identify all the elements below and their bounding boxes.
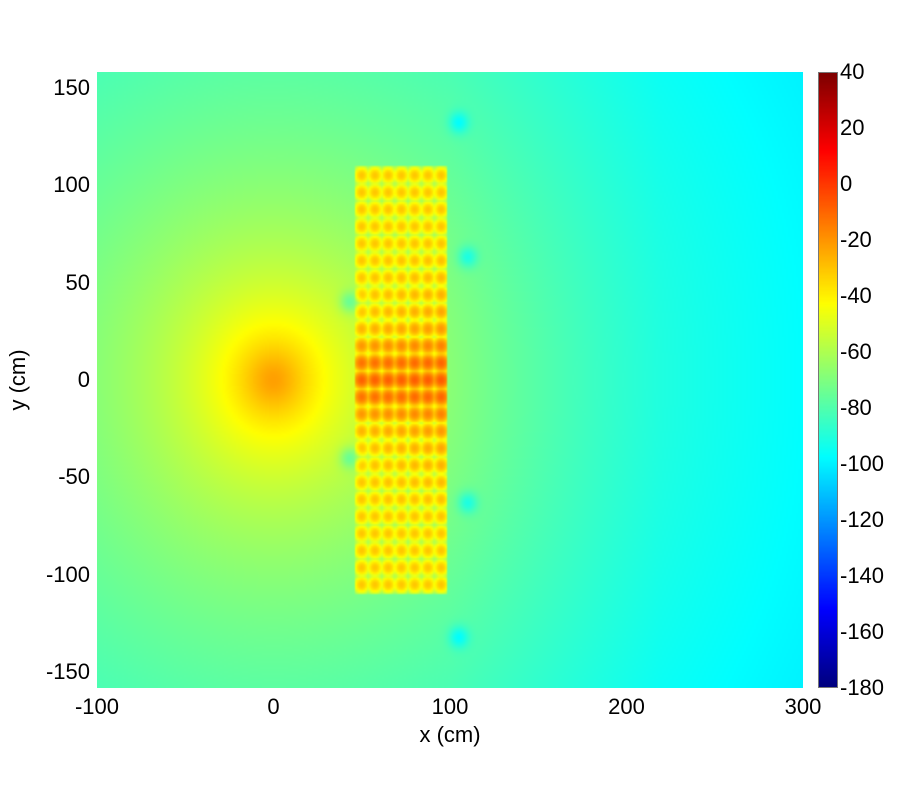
colorbar-tick-label: -160 xyxy=(840,619,885,644)
y-tick-label: -50 xyxy=(58,464,90,490)
colorbar-tick-label: -100 xyxy=(840,451,885,476)
y-tick-label: -100 xyxy=(45,561,90,587)
colorbar-tick-label: -180 xyxy=(840,675,885,700)
y-tick-label: 0 xyxy=(77,367,90,392)
x-axis-label: x (cm) xyxy=(419,722,481,747)
colorbar-tick-label: 20 xyxy=(840,115,865,140)
colorbar-tick-label: -80 xyxy=(840,395,872,420)
x-tick-label: 200 xyxy=(608,694,645,719)
y-axis-label: y (cm) xyxy=(5,349,30,411)
colorbar-tick-label: -120 xyxy=(840,507,885,532)
colorbar-tick-label: 40 xyxy=(840,59,865,84)
colorbar-tick-label: -40 xyxy=(840,283,872,308)
x-tick-label: -100 xyxy=(74,694,120,719)
y-tick-label: -150 xyxy=(45,659,90,685)
colorbar-tick-label: -140 xyxy=(840,563,885,588)
x-tick-label: 0 xyxy=(267,694,280,719)
colorbar-tick-label: -60 xyxy=(840,339,872,364)
y-tick-label: 150 xyxy=(53,74,90,100)
y-tick-label: 50 xyxy=(65,269,90,295)
x-tick-label: 300 xyxy=(784,694,822,719)
colorbar-tick-label: 0 xyxy=(840,171,853,196)
x-tick-label: 100 xyxy=(431,694,469,719)
colorbar xyxy=(818,72,838,688)
y-tick-label: 100 xyxy=(53,172,90,198)
colorbar-tick-label: -20 xyxy=(840,227,872,252)
heatmap-field xyxy=(97,72,803,688)
